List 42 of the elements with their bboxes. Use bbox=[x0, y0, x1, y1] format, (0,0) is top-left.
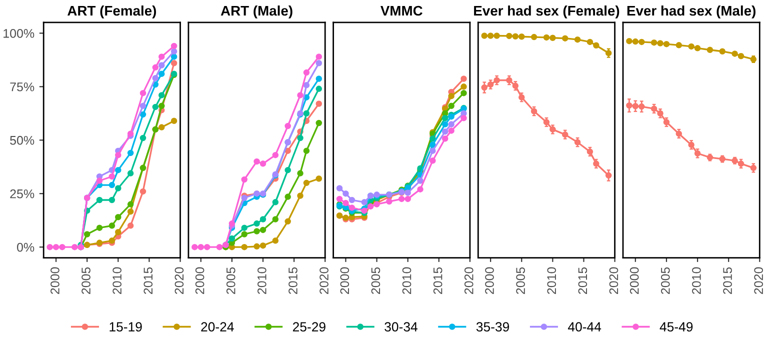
x-tick-label: 2000 bbox=[340, 267, 350, 294]
y-tick-label: 0% bbox=[17, 242, 34, 252]
chart-title: Ever had sex (Female) bbox=[474, 5, 620, 18]
x-tick-label: 2020 bbox=[609, 267, 618, 294]
legend-label: 35-39 bbox=[476, 322, 510, 332]
x-tick-label: 2010 bbox=[547, 267, 556, 294]
x-tick-label: 2005 bbox=[371, 267, 380, 294]
x-tick-label: 2010 bbox=[257, 267, 266, 294]
x-tick-label: 2005 bbox=[226, 267, 236, 294]
x-tick-label: 2020 bbox=[464, 267, 474, 294]
chart-title: VMMC bbox=[380, 6, 422, 16]
x-tick-label: 2005 bbox=[660, 267, 670, 294]
x-tick-label: 2005 bbox=[82, 267, 90, 294]
legend-label: 30-34 bbox=[384, 322, 418, 332]
x-tick-label: 2020 bbox=[320, 267, 328, 294]
x-tick-label: 2005 bbox=[516, 267, 525, 294]
x-tick-label: 2000 bbox=[50, 267, 60, 294]
y-tick-label: 50% bbox=[10, 136, 34, 145]
legend-label: 15-19 bbox=[110, 322, 142, 332]
x-tick-label: 2015 bbox=[578, 267, 588, 294]
y-tick-label: 25% bbox=[10, 189, 34, 198]
chart-title: ART (Female) bbox=[68, 5, 156, 18]
x-tick-label: 2000 bbox=[485, 267, 494, 294]
x-tick-label: 2020 bbox=[174, 267, 184, 294]
x-tick-label: 2010 bbox=[112, 267, 122, 294]
x-tick-label: 2015 bbox=[288, 267, 298, 294]
x-tick-label: 2010 bbox=[402, 267, 412, 294]
x-tick-label: 2015 bbox=[144, 267, 153, 294]
x-tick-label: 2000 bbox=[630, 267, 639, 294]
chart-title: Ever had sex (Male) bbox=[627, 5, 756, 18]
y-tick-label: 100% bbox=[4, 28, 34, 38]
chart-title: ART (Male) bbox=[220, 5, 292, 18]
y-tick-label: 75% bbox=[10, 82, 34, 92]
x-tick-label: 2020 bbox=[754, 267, 763, 294]
legend-label: 40-44 bbox=[568, 322, 602, 332]
legend-label: 20-24 bbox=[201, 322, 234, 332]
x-tick-label: 2015 bbox=[433, 267, 442, 294]
x-tick-label: 2000 bbox=[195, 267, 204, 294]
legend-label: 45-49 bbox=[660, 322, 693, 332]
x-tick-label: 2010 bbox=[692, 267, 701, 294]
x-tick-label: 2015 bbox=[723, 267, 732, 294]
legend-label: 25-29 bbox=[292, 322, 326, 332]
